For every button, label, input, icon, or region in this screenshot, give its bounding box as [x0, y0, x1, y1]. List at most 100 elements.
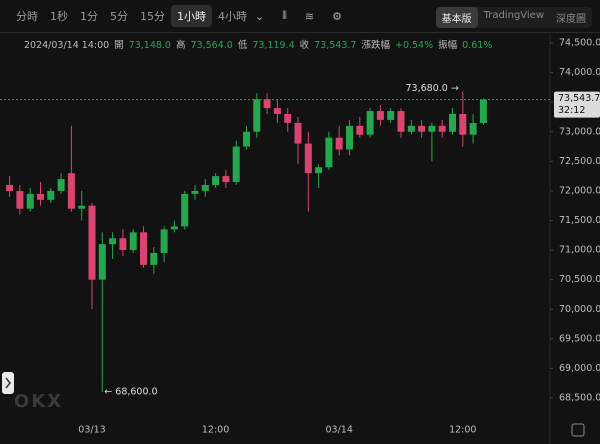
candle-body: [387, 111, 395, 120]
interval-tabs: 分時 1秒 1分 5分 15分 1小時 4小時: [0, 5, 253, 27]
field-label: 收: [299, 40, 310, 51]
high-annotation: 73,680.0 →: [406, 83, 459, 94]
candle-body: [438, 125, 446, 132]
candle-body: [170, 226, 178, 230]
collapse-button[interactable]: [2, 372, 14, 394]
x-tick-label: 12:00: [202, 425, 229, 436]
candle-body: [294, 122, 302, 144]
fullscreen-icon[interactable]: [571, 423, 585, 437]
candle-body: [428, 125, 436, 132]
interval-tab[interactable]: 15分: [140, 10, 165, 23]
ohlc-header: 2024/03/14 14:00 開 73,148.0 高 73,564.0 低 73,1…: [24, 39, 544, 53]
candle-body: [284, 114, 292, 123]
candle-body: [376, 111, 384, 120]
candle-body: [459, 114, 467, 135]
dropdown-icon[interactable]: ⌄: [255, 9, 265, 23]
settings-icon[interactable]: ⚙: [332, 9, 342, 23]
interval-tab[interactable]: 5分: [110, 10, 128, 23]
x-tick-label: 03/13: [78, 425, 105, 436]
candle-body: [201, 185, 209, 191]
interval-tab[interactable]: 4小時: [218, 10, 247, 23]
candle-body: [140, 232, 147, 265]
field-label: 開: [114, 40, 124, 51]
candle-body: [253, 99, 261, 132]
header-datetime: 2024/03/14 14:00: [24, 40, 110, 51]
candle-body: [356, 125, 364, 135]
y-tick-label: 71,500.0: [559, 215, 600, 226]
candle-body: [273, 108, 281, 114]
candle-body: [98, 244, 106, 280]
candle-body: [16, 190, 24, 209]
candle-body: [57, 179, 65, 191]
candle-body: [88, 205, 96, 280]
candle-body: [315, 167, 323, 174]
view-switch: 基本版 TradingView 深度圖: [435, 7, 592, 28]
low-annotation: ← 68,600.0: [104, 387, 157, 398]
field-value: 0.61%: [462, 40, 493, 51]
interval-tab[interactable]: 1秒: [50, 10, 68, 23]
y-tick-label: 74,000.0: [559, 67, 600, 78]
view-tab[interactable]: 深度圖: [556, 14, 586, 25]
y-tick-label: 70,000.0: [559, 304, 600, 315]
candle-body: [26, 193, 34, 209]
candle-body: [47, 190, 55, 200]
field-label: 低: [237, 40, 248, 51]
interval-tab[interactable]: 1小時: [171, 5, 212, 27]
view-tab[interactable]: 基本版: [435, 7, 478, 28]
last-price-label: 73,543.7: [558, 93, 600, 104]
field-label: 振幅: [438, 40, 458, 51]
y-tick-label: 69,500.0: [559, 333, 600, 344]
candle-body: [191, 190, 199, 194]
candle-body: [109, 238, 117, 245]
field-value: +0.54%: [394, 40, 434, 51]
y-tick-label: 71,000.0: [559, 245, 600, 256]
candle-body: [366, 111, 374, 135]
candle-body: [346, 125, 353, 150]
field-value: 73,119.4: [252, 40, 295, 51]
candle-body: [397, 111, 405, 132]
candle-body: [37, 193, 44, 200]
field-label: 漲跌幅: [361, 40, 390, 51]
y-tick-label: 69,000.0: [559, 363, 600, 374]
indicator-icon[interactable]: ⫴: [282, 9, 287, 22]
candle-body: [150, 253, 158, 265]
field-value: 73,564.0: [190, 40, 233, 51]
x-tick-label: 12:00: [449, 425, 476, 436]
candle-body: [222, 176, 230, 183]
candle-body: [263, 99, 271, 109]
candle-body: [181, 193, 189, 227]
candle-body: [449, 114, 456, 132]
y-tick-label: 70,500.0: [559, 274, 600, 285]
x-tick-label: 03/14: [326, 425, 353, 436]
candle-body: [325, 137, 333, 168]
candle-body: [469, 122, 477, 135]
candle-body: [418, 125, 426, 132]
field-label: 高: [175, 40, 186, 51]
view-tab[interactable]: TradingView: [483, 10, 544, 21]
candle-body: [335, 137, 343, 150]
y-tick-label: 72,500.0: [559, 156, 600, 167]
field-value: 73,543.7: [314, 40, 357, 51]
last-price-tag: [554, 91, 600, 118]
y-tick-label: 73,000.0: [559, 126, 600, 137]
candle-body: [212, 176, 220, 185]
toolbar: 分時 1秒 1分 5分 15分 1小時 4小時 ⌄ ⫴ ≋ ⚙ 基本版 TradingView…: [0, 0, 600, 33]
candle-body: [407, 125, 415, 132]
candle-body: [119, 238, 127, 251]
candle-body: [6, 185, 14, 191]
y-tick-label: 74,500.0: [559, 38, 600, 49]
candle-body: [129, 232, 137, 251]
draw-icon[interactable]: ≋: [304, 9, 315, 23]
y-tick-label: 68,500.0: [559, 393, 600, 404]
interval-tab[interactable]: 1分: [80, 10, 98, 23]
y-tick-label: 72,000.0: [559, 185, 600, 196]
interval-tab[interactable]: 分時: [16, 10, 38, 23]
collapse-arrow: [5, 377, 11, 389]
candle-body: [78, 205, 86, 209]
countdown: 32:12: [558, 105, 585, 116]
candle-body: [479, 99, 487, 123]
candle-body: [232, 146, 240, 183]
candle-body: [304, 143, 312, 174]
